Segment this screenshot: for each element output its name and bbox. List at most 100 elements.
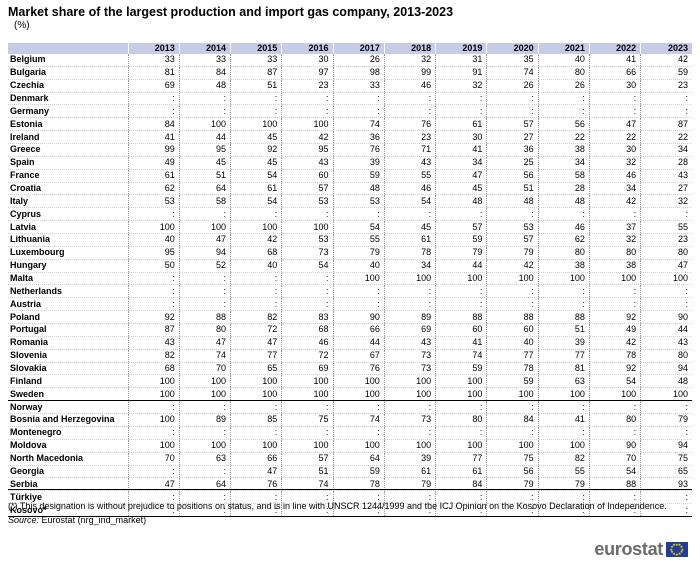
table-cell: : (230, 297, 282, 312)
row-label: Sweden (8, 387, 128, 402)
table-cell: 94 (640, 362, 692, 376)
table-cell: 100 (640, 387, 692, 402)
table-cell: 100 (127, 220, 180, 235)
table-cell: 51 (537, 323, 590, 337)
table-cell: 26 (332, 54, 385, 67)
table-cell: 48 (178, 79, 231, 93)
table-cell: 85 (230, 413, 282, 427)
table-cell: 100 (383, 439, 436, 453)
table-row: Spain 49 45 45 43 39 43 34 25 34 32 28 (8, 156, 692, 170)
table-cell: 46 (383, 79, 436, 93)
table-cell: 100 (178, 374, 231, 389)
table-cell: 100 (486, 439, 539, 453)
table-cell: : (435, 297, 487, 312)
table-cell: 53 (281, 233, 334, 247)
table-cell: 38 (537, 143, 590, 157)
table-cell: : (178, 272, 231, 286)
column-header: 2021 (537, 43, 590, 54)
table-cell: : (127, 297, 180, 312)
table-cell: 100 (383, 374, 436, 389)
table-cell: 100 (383, 387, 436, 402)
table-cell: 88 (486, 310, 539, 325)
table-cell: 46 (588, 169, 641, 183)
row-label: Latvia (8, 220, 128, 235)
table-cell: : (640, 400, 692, 415)
table-cell: 71 (383, 143, 436, 157)
table-cell: 36 (332, 130, 385, 145)
row-label: Norway (8, 400, 128, 415)
eu-flag-icon: ★ ★ ★ ★ ★ ★ ★ ★ ★ ★ ★ ★ (666, 542, 688, 557)
table-cell: 92 (588, 310, 641, 325)
flag-star-icon: ★ (675, 551, 679, 557)
table-cell: 44 (178, 130, 231, 145)
table-cell: 87 (127, 323, 180, 337)
table-cell: : (230, 400, 282, 415)
table-cell: 51 (178, 169, 231, 183)
table-cell: 49 (127, 156, 180, 170)
table-cell: 100 (332, 272, 385, 286)
table-cell: 66 (230, 452, 282, 466)
table-row: Malta::::100 100 100 100 100 100 100 (8, 272, 692, 286)
row-label: Romania (8, 336, 128, 350)
table-cell: 34 (383, 259, 436, 273)
table-cell: 100 (127, 439, 180, 453)
column-header: 2017 (332, 43, 385, 54)
table-body: Belgium 33 33 33 30 26 32 31 35 40 41 42 Bulgaria 81 8… (8, 54, 692, 517)
table-cell: 88 (588, 477, 641, 492)
footer-rule (8, 489, 692, 490)
table-cell: 30 (588, 143, 641, 157)
table-cell: 59 (435, 233, 487, 247)
table-cell: 82 (127, 349, 180, 363)
table-cell: 61 (127, 169, 180, 183)
table-cell: 83 (281, 310, 334, 325)
table-cell: 28 (640, 156, 692, 170)
flag-star-icon: ★ (672, 550, 676, 556)
table-cell: 73 (383, 349, 436, 363)
table-cell: : (230, 272, 282, 286)
table-cell: 40 (332, 259, 385, 273)
row-label: Poland (8, 310, 128, 325)
table-cell: 70 (588, 452, 641, 466)
table-cell: 84 (486, 413, 539, 427)
table-cell: : (383, 400, 436, 415)
table-cell: 80 (537, 66, 590, 80)
table-row: Moldova 100 100 100 100 100 100 100 100 100 90 94 (8, 439, 692, 453)
table-cell: 55 (383, 169, 436, 183)
table-cell: 74 (486, 66, 539, 80)
table-row: Germany::::::::::: (8, 104, 692, 119)
table-cell: : (537, 426, 590, 440)
table-cell: 61 (383, 465, 436, 479)
table-cell: 30 (281, 54, 334, 67)
table-cell: 53 (332, 194, 385, 209)
table-cell: : (383, 284, 436, 299)
row-label: Bosnia and Herzegovina (8, 413, 128, 427)
page-subtitle: (%) (14, 20, 30, 31)
table-cell: 39 (537, 336, 590, 350)
table-cell: : (588, 92, 641, 106)
row-label: Montenegro (8, 426, 128, 440)
table-cell: 77 (537, 349, 590, 363)
flag-star-icon: ★ (672, 542, 676, 548)
table-cell: 41 (435, 143, 487, 157)
table-cell: 41 (537, 413, 590, 427)
table-cell: 28 (537, 182, 590, 196)
table-cell: : (486, 297, 539, 312)
table-cell: 100 (281, 220, 334, 235)
table-cell: 42 (281, 130, 334, 145)
table-cell: : (486, 104, 539, 119)
table-cell: : (178, 297, 231, 312)
table-cell: 45 (435, 182, 487, 196)
table-cell: 79 (332, 246, 385, 260)
table-cell: 31 (435, 54, 487, 67)
table-cell: 53 (127, 194, 180, 209)
table-cell: 100 (383, 272, 436, 286)
table-cell: 33 (332, 79, 385, 93)
table-cell: 32 (588, 233, 641, 247)
column-header: 2013 (127, 43, 180, 54)
table-cell: : (178, 207, 231, 222)
table-cell: 51 (230, 79, 282, 93)
table-cell: 100 (435, 374, 487, 389)
table-cell: 55 (640, 220, 692, 235)
table-cell: 47 (640, 259, 692, 273)
table-cell: : (127, 92, 180, 106)
